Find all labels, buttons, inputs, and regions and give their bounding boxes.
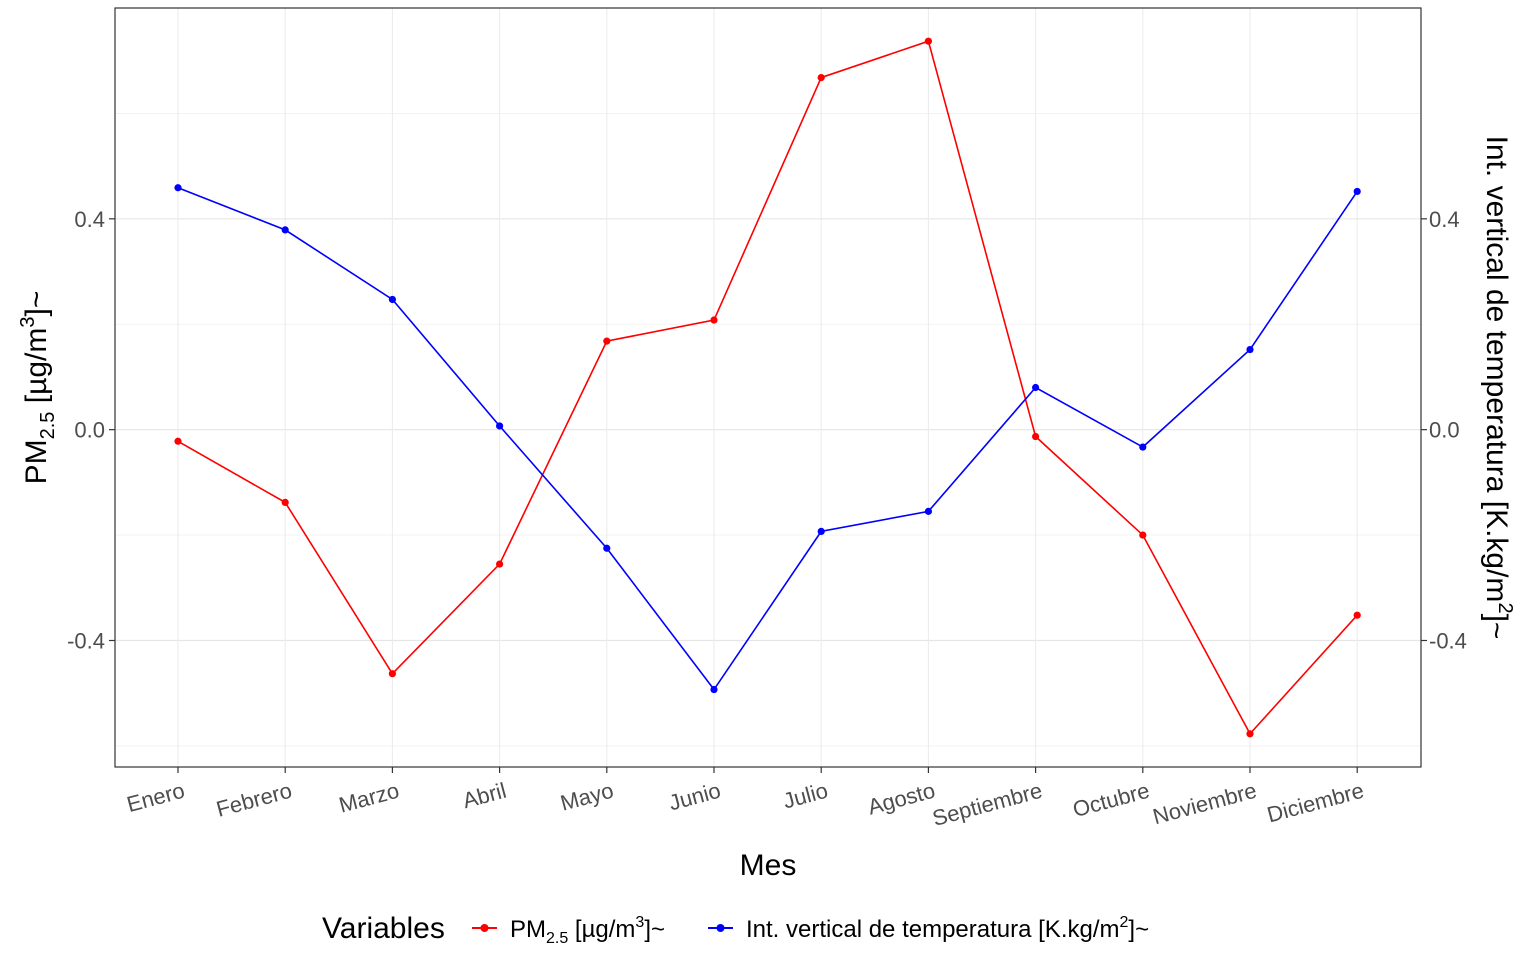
x-axis: Enero Febrero Marzo Abril Mayo Junio Julio Agos… (124, 767, 1366, 831)
legend-temp-sup: 2 (1120, 914, 1129, 931)
legend-label-pm25: PM2.5 [µg/m3]~ (510, 914, 665, 947)
data-point (710, 316, 718, 324)
legend-title: Variables (322, 912, 445, 945)
legend-pm-end: ]~ (644, 916, 665, 943)
data-point (174, 184, 182, 192)
series-layer (174, 37, 1361, 738)
x-tick-label: Enero (124, 778, 187, 817)
data-point (1353, 611, 1361, 619)
ylabel-left-end: ]~ (20, 291, 53, 317)
y-tick-label-right: -0.4 (1429, 629, 1467, 654)
y-axis-left: -0.4 0.0 0.4 (67, 207, 115, 654)
ylabel-right-main: Int. vertical de temperatura [K.kg/m (1480, 136, 1513, 603)
x-tick-label: Mayo (558, 778, 616, 816)
data-point (1139, 443, 1147, 451)
legend-pm-unit: [µg/m (568, 916, 635, 943)
legend-pm-sup: 3 (635, 914, 644, 931)
x-tick-label: Septiembre (930, 778, 1045, 831)
x-tick-label: Julio (780, 778, 830, 814)
legend-pm-sub: 2.5 (546, 930, 568, 947)
data-point (817, 73, 825, 82)
data-point (1246, 730, 1254, 738)
ylabel-left-sup: 3 (17, 316, 39, 327)
ylabel-left-unit: [µg/m (20, 328, 53, 412)
series-temperature (174, 184, 1361, 694)
x-tick-label: Diciembre (1264, 778, 1366, 828)
data-point (1353, 187, 1361, 196)
series-pm25 (174, 37, 1361, 738)
data-point (388, 670, 396, 678)
y-axis-title-right: Int. vertical de temperatura [K.kg/m2]~ (1480, 136, 1516, 640)
plot-panel (114, 7, 1422, 768)
data-point (1139, 531, 1147, 539)
legend-pm-text: PM (510, 916, 546, 943)
data-point (281, 498, 289, 507)
x-tick-label: Octubre (1070, 778, 1152, 822)
legend-key-point-temp (716, 924, 725, 932)
data-point (603, 337, 611, 345)
data-point (924, 37, 933, 45)
y-axis-title-left: PM2.5 [µg/m3]~ (17, 291, 59, 485)
x-tick-label: Febrero (214, 778, 295, 822)
x-tick-label: Abril (460, 778, 509, 814)
series-line (177, 40, 1358, 736)
y-axis-right: -0.4 0.0 0.4 (1421, 207, 1467, 654)
x-tick-label: Agosto (865, 778, 938, 820)
data-point (817, 527, 825, 535)
x-tick-label: Marzo (336, 778, 402, 818)
data-point (1032, 383, 1040, 392)
legend-temp-text: Int. vertical de temperatura [K.kg/m (746, 916, 1120, 943)
ylabel-right-sup: 2 (1494, 602, 1516, 613)
ylabel-right-end: ]~ (1480, 614, 1513, 640)
y-tick-label-left: 0.4 (74, 207, 105, 232)
data-point (496, 560, 504, 568)
data-point (710, 685, 718, 694)
legend: Variables PM2.5 [µg/m3]~ Int. vertical d… (322, 912, 1149, 947)
legend-temp-end: ]~ (1128, 916, 1149, 943)
data-point (496, 422, 504, 430)
data-point (603, 544, 611, 552)
ylabel-left-sub: 2.5 (37, 412, 59, 440)
legend-key-point-pm25 (480, 924, 489, 932)
data-point (1032, 432, 1040, 441)
data-point (174, 437, 182, 445)
y-tick-label-right: 0.0 (1429, 418, 1460, 443)
legend-label-temp: Int. vertical de temperatura [K.kg/m2]~ (746, 914, 1149, 943)
data-point (1246, 345, 1254, 354)
data-point (388, 295, 396, 304)
x-axis-title: Mes (740, 849, 797, 882)
ylabel-left-pm: PM (20, 439, 53, 484)
grid (115, 7, 1421, 767)
x-tick-label: Junio (666, 778, 723, 816)
y-tick-label-right: 0.4 (1429, 207, 1460, 232)
y-tick-label-left: -0.4 (67, 629, 105, 654)
series-line (177, 186, 1358, 691)
data-point (281, 226, 289, 234)
data-point (924, 507, 933, 515)
x-tick-label: Noviembre (1150, 778, 1259, 830)
y-tick-label-left: 0.0 (74, 418, 105, 443)
